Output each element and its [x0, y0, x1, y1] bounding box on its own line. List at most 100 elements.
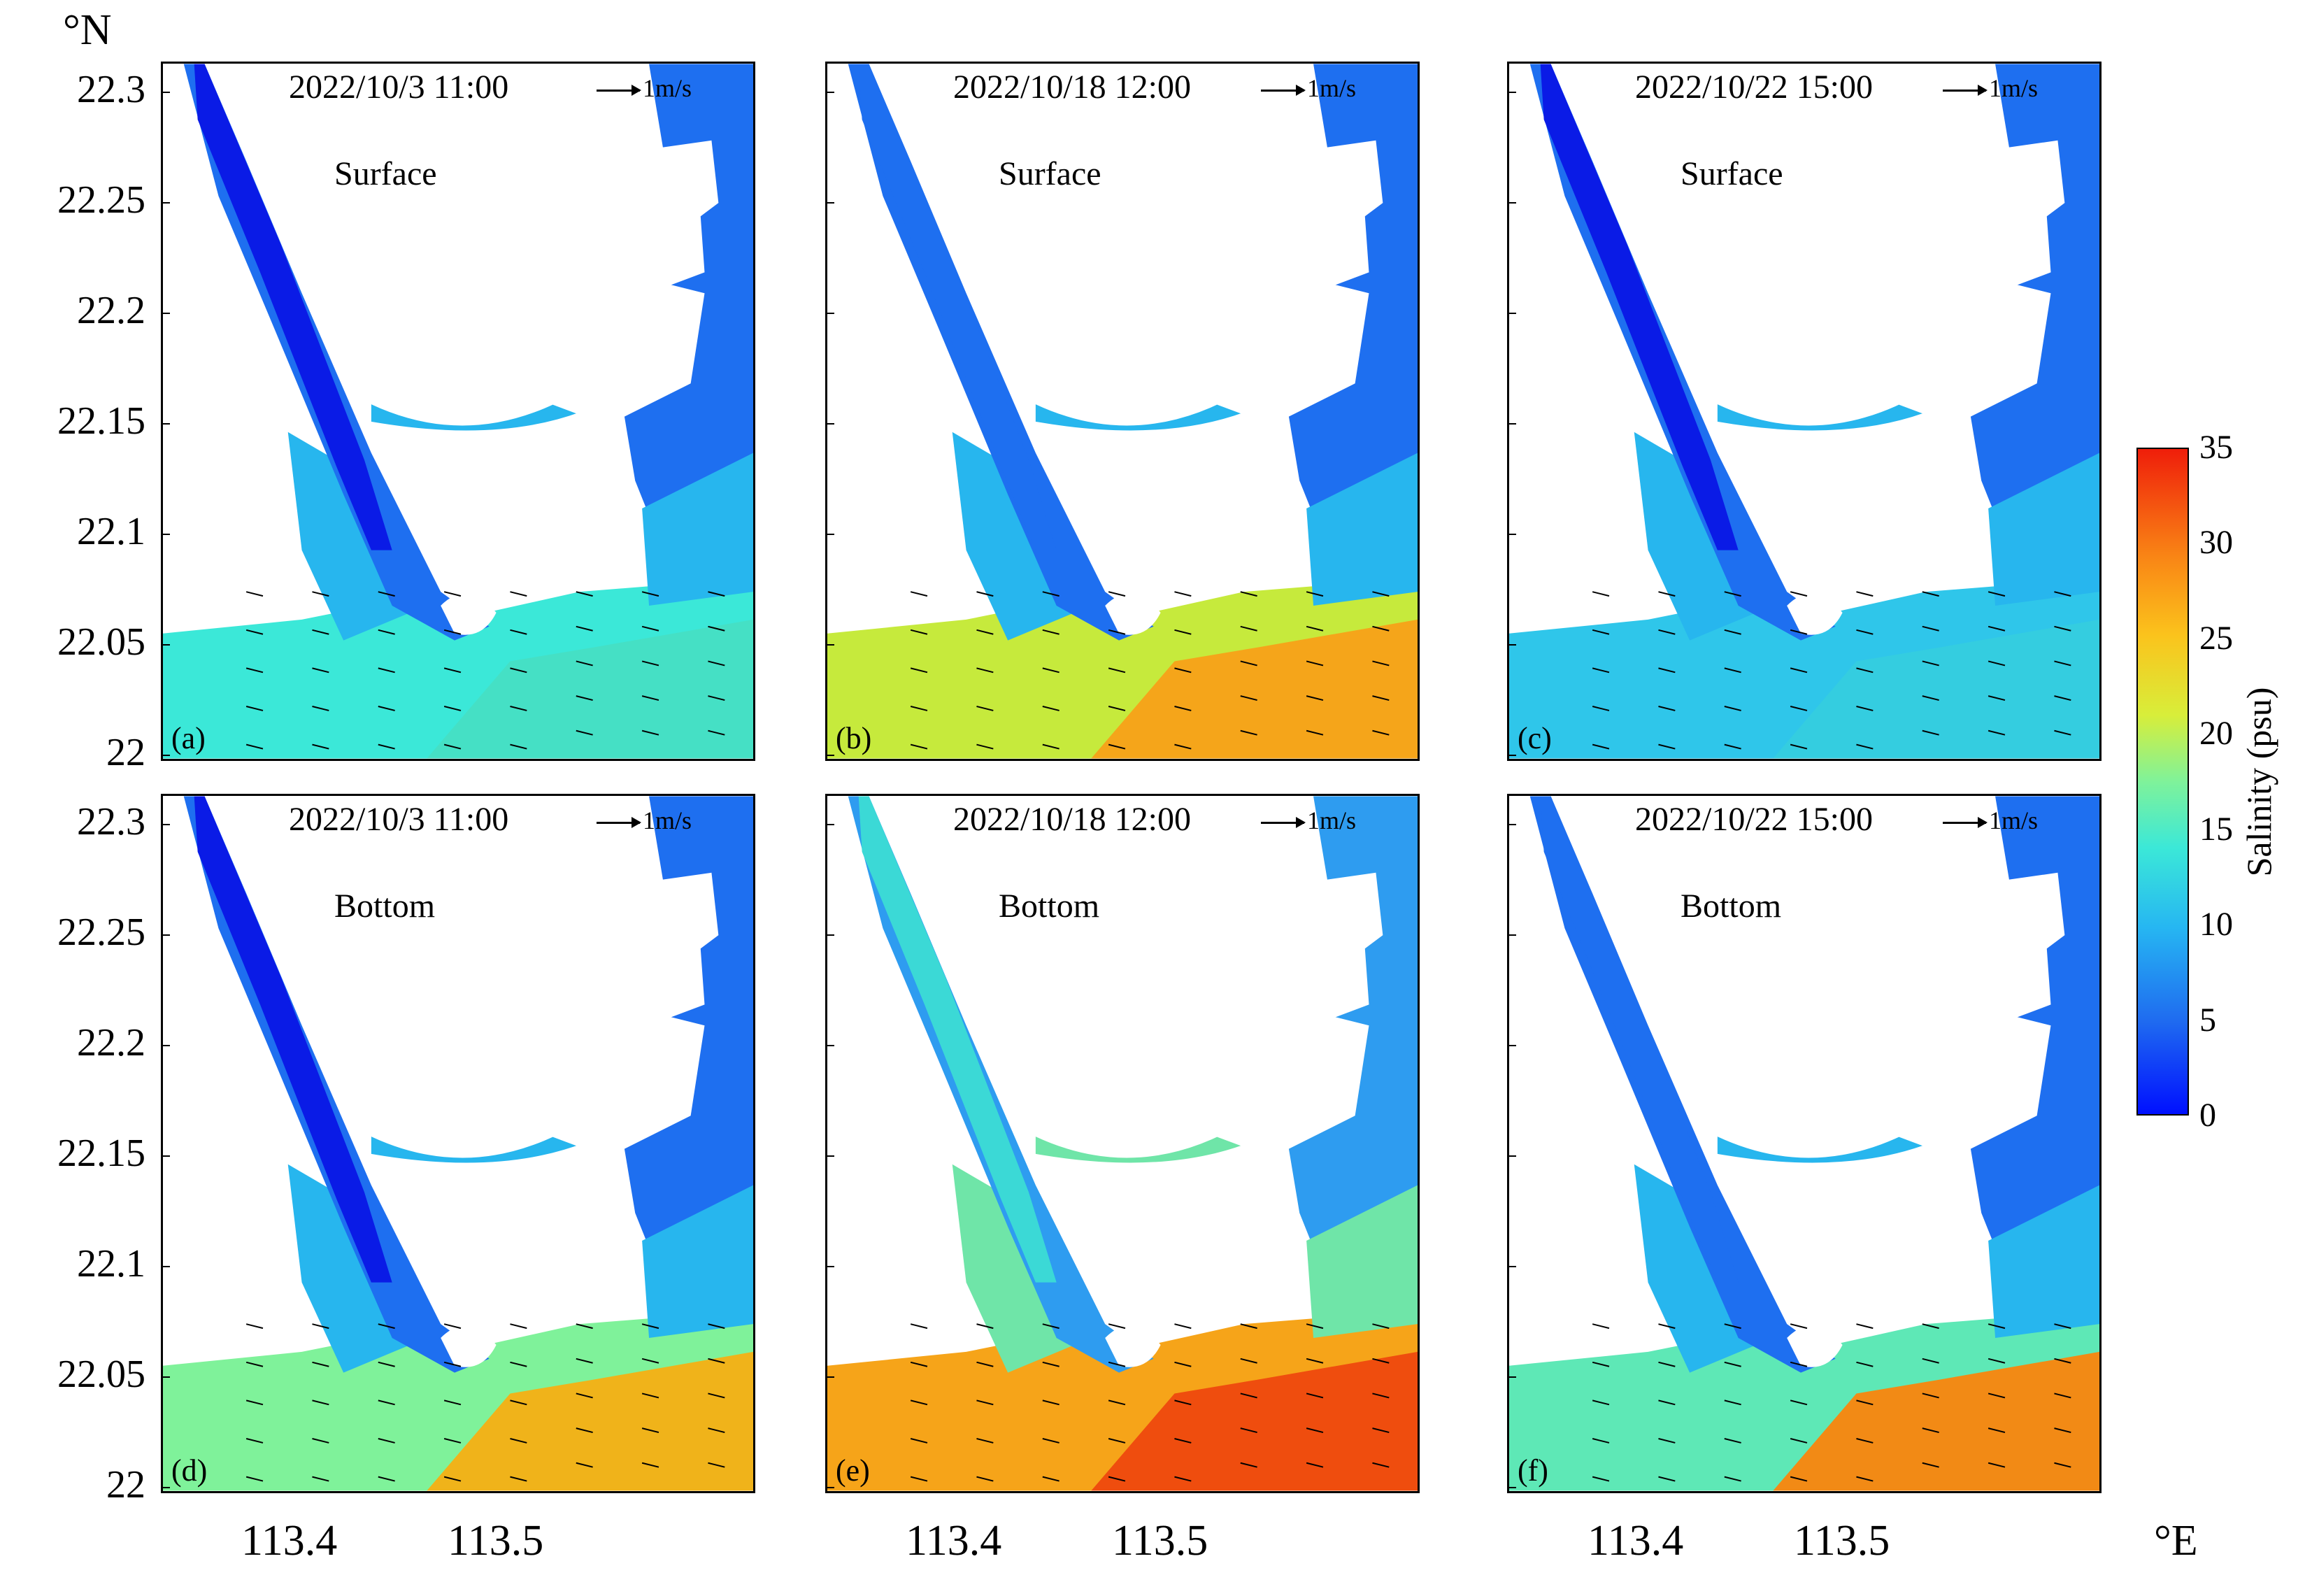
velocity-vector — [641, 1323, 659, 1330]
y-tick-label: 22.15 — [57, 1132, 145, 1175]
velocity-vector — [1372, 625, 1390, 632]
velocity-vector — [245, 743, 264, 750]
y-tick-mark — [163, 824, 170, 825]
map-panel-e: 2022/10/18 12:00 1m/s Bottom (e) — [825, 794, 1420, 1493]
velocity-vector — [641, 729, 659, 736]
island — [1105, 593, 1161, 635]
velocity-vector — [510, 1438, 527, 1444]
velocity-vector — [1306, 625, 1324, 632]
y-tick-mark — [163, 934, 170, 936]
y-tick-mark — [163, 1266, 170, 1267]
velocity-vector — [1108, 1399, 1126, 1406]
panel-layer: Bottom — [1681, 888, 1782, 925]
y-tick-mark — [827, 1376, 834, 1378]
velocity-vector — [708, 1427, 725, 1434]
panel-label: (e) — [836, 1453, 870, 1488]
y-tick-mark — [827, 934, 834, 936]
velocity-vector — [641, 591, 659, 597]
y-tick-mark — [827, 202, 834, 204]
velocity-vector — [1174, 1323, 1192, 1330]
arrow-icon — [597, 85, 641, 97]
velocity-vector — [510, 1323, 527, 1330]
y-tick-mark — [827, 755, 834, 756]
velocity-vector — [1856, 591, 1874, 597]
velocity-vector — [1988, 1358, 2006, 1364]
velocity-vector — [245, 667, 264, 674]
velocity-vector — [1174, 1361, 1192, 1367]
high-salinity-zone — [427, 619, 753, 759]
velocity-vector — [708, 1462, 725, 1468]
velocity-vector — [1592, 706, 1610, 711]
velocity-vector — [1724, 591, 1741, 597]
velocity-vector — [910, 1399, 928, 1406]
y-tick-mark — [827, 1155, 834, 1157]
velocity-vector — [2054, 695, 2071, 701]
y-tick-mark — [163, 1376, 170, 1378]
velocity-vector — [1856, 706, 1874, 711]
y-tick-label: 22.3 — [77, 68, 145, 111]
y-tick-mark — [1509, 202, 1516, 204]
velocity-vector — [1108, 629, 1126, 635]
x-tick-label: 113.5 — [1112, 1517, 1208, 1565]
velocity-vector — [443, 706, 462, 711]
island — [1787, 1325, 1843, 1367]
panel-datetime: 2022/10/3 11:00 — [289, 69, 509, 106]
velocity-vector — [1042, 1476, 1059, 1482]
velocity-vector — [1306, 695, 1324, 701]
salinity-map — [1509, 64, 2099, 759]
velocity-vector — [576, 695, 593, 701]
velocity-vector — [1724, 1323, 1741, 1330]
velocity-vector — [1658, 1399, 1676, 1406]
y-tick-mark — [827, 1487, 834, 1488]
vector-scale: 1m/s — [1943, 806, 2038, 835]
velocity-vector — [2054, 1392, 2071, 1399]
velocity-vector — [245, 1399, 264, 1406]
velocity-vector — [1988, 1392, 2006, 1399]
velocity-vector — [1856, 1438, 1874, 1444]
velocity-vector — [378, 1438, 395, 1444]
velocity-vector — [910, 667, 928, 674]
velocity-vector — [1592, 1323, 1610, 1330]
velocity-vector — [910, 1361, 928, 1367]
colorbar-tick-label: 0 — [2199, 1097, 2216, 1134]
velocity-vector — [245, 1361, 264, 1367]
velocity-vector — [443, 667, 462, 674]
velocity-vector — [1306, 1323, 1324, 1330]
x-tick-label: 113.4 — [906, 1517, 1002, 1565]
velocity-vector — [2054, 625, 2071, 632]
y-tick-mark — [827, 1045, 834, 1046]
velocity-vector — [1922, 695, 1939, 701]
velocity-vector — [245, 1476, 264, 1482]
velocity-vector — [1658, 667, 1676, 674]
velocity-vector — [245, 706, 264, 711]
velocity-vector — [1174, 1476, 1192, 1482]
velocity-vector — [2054, 1427, 2071, 1434]
velocity-vector — [910, 706, 928, 711]
vector-scale-label: 1m/s — [1307, 74, 1357, 102]
y-tick-label: 22.05 — [57, 1353, 145, 1396]
velocity-vector — [641, 625, 659, 632]
velocity-vector — [976, 743, 994, 750]
colorbar-tick-label: 35 — [2199, 429, 2233, 466]
velocity-vector — [1174, 591, 1192, 597]
velocity-vector — [312, 1399, 329, 1406]
map-panel-c: 2022/10/22 15:00 1m/s Surface (c) — [1507, 62, 2102, 761]
velocity-vector — [1856, 1323, 1874, 1330]
velocity-vector — [510, 1361, 527, 1367]
velocity-vector — [1108, 1361, 1126, 1367]
velocity-vector — [576, 1358, 593, 1364]
velocity-vector — [1658, 706, 1676, 711]
velocity-vector — [1174, 629, 1192, 635]
velocity-vector — [1724, 1361, 1741, 1367]
velocity-vector — [2054, 591, 2071, 597]
land — [1898, 279, 2051, 425]
velocity-vector — [1306, 591, 1324, 597]
main-channel-core — [858, 796, 1057, 1283]
velocity-vector — [976, 706, 994, 711]
velocity-vector — [378, 667, 395, 674]
velocity-vector — [1240, 1323, 1257, 1330]
y-tick-mark — [827, 423, 834, 425]
velocity-vector — [1724, 706, 1741, 711]
vector-scale: 1m/s — [1261, 73, 1356, 103]
velocity-vector — [378, 629, 395, 635]
